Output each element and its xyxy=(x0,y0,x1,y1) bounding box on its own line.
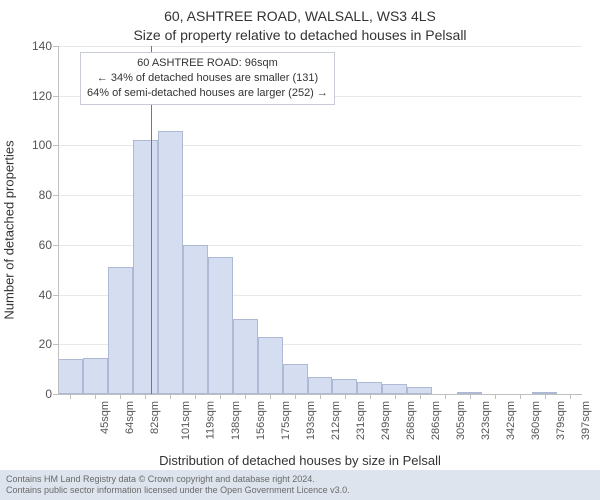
histogram-bar xyxy=(208,257,233,394)
histogram-bar xyxy=(133,140,158,394)
histogram-bar xyxy=(308,377,333,394)
ytick-label: 20 xyxy=(24,337,52,351)
xtick-mark xyxy=(70,394,71,399)
xtick-label: 156sqm xyxy=(255,401,267,440)
xtick-label: 249sqm xyxy=(380,401,392,440)
xtick-mark xyxy=(470,394,471,399)
xtick-label: 379sqm xyxy=(555,401,567,440)
chart-title-line2: Size of property relative to detached ho… xyxy=(0,27,600,43)
xtick-label: 193sqm xyxy=(305,401,317,440)
attribution-line2: Contains public sector information licen… xyxy=(6,485,594,496)
xtick-mark xyxy=(270,394,271,399)
xtick-label: 138sqm xyxy=(230,401,242,440)
chart-title-line1: 60, ASHTREE ROAD, WALSALL, WS3 4LS xyxy=(0,8,600,24)
xtick-mark xyxy=(220,394,221,399)
xtick-mark xyxy=(570,394,571,399)
histogram-bar xyxy=(407,387,432,394)
xtick-mark xyxy=(145,394,146,399)
histogram-bar xyxy=(382,384,407,394)
xtick-label: 64sqm xyxy=(124,401,136,434)
histogram-bar xyxy=(108,267,133,394)
histogram-bar xyxy=(357,382,382,394)
gridline xyxy=(58,46,582,47)
ytick-label: 0 xyxy=(24,387,52,401)
xtick-mark xyxy=(120,394,121,399)
xtick-mark xyxy=(245,394,246,399)
ytick-label: 60 xyxy=(24,238,52,252)
xtick-label: 101sqm xyxy=(180,401,192,440)
xtick-mark xyxy=(495,394,496,399)
histogram-bar xyxy=(233,319,258,394)
histogram-bar xyxy=(58,359,83,394)
xtick-mark xyxy=(420,394,421,399)
xtick-mark xyxy=(445,394,446,399)
xtick-label: 45sqm xyxy=(100,401,112,434)
xtick-mark xyxy=(170,394,171,399)
xtick-label: 231sqm xyxy=(355,401,367,440)
histogram-bar xyxy=(283,364,308,394)
ytick-label: 140 xyxy=(24,39,52,53)
xtick-label: 119sqm xyxy=(205,401,217,439)
xtick-label: 323sqm xyxy=(480,401,492,440)
xtick-label: 286sqm xyxy=(430,401,442,440)
xtick-mark xyxy=(320,394,321,399)
xtick-label: 360sqm xyxy=(530,401,542,440)
chart-container: { "titles": { "line1": "60, ASHTREE ROAD… xyxy=(0,0,600,500)
attribution-line1: Contains HM Land Registry data © Crown c… xyxy=(6,474,594,485)
xtick-label: 342sqm xyxy=(505,401,517,440)
histogram-bar xyxy=(158,131,183,394)
xtick-mark xyxy=(345,394,346,399)
xtick-label: 212sqm xyxy=(330,401,342,440)
histogram-bar xyxy=(183,245,208,394)
xtick-mark xyxy=(295,394,296,399)
ytick-label: 120 xyxy=(24,89,52,103)
xtick-label: 268sqm xyxy=(405,401,417,440)
xtick-mark xyxy=(370,394,371,399)
xtick-mark xyxy=(395,394,396,399)
xtick-mark xyxy=(195,394,196,399)
annotation-line2: ← 34% of detached houses are smaller (13… xyxy=(87,71,328,86)
histogram-bar xyxy=(332,379,357,394)
y-axis-label: Number of detached properties xyxy=(1,140,16,319)
histogram-bar xyxy=(83,358,108,394)
x-axis-label: Distribution of detached houses by size … xyxy=(0,453,600,468)
xtick-mark xyxy=(520,394,521,399)
ytick-label: 40 xyxy=(24,288,52,302)
annotation-line1: 60 ASHTREE ROAD: 96sqm xyxy=(87,56,328,71)
annotation-box: 60 ASHTREE ROAD: 96sqm ← 34% of detached… xyxy=(80,52,335,105)
xtick-label: 305sqm xyxy=(455,401,467,440)
xtick-mark xyxy=(545,394,546,399)
attribution: Contains HM Land Registry data © Crown c… xyxy=(0,470,600,500)
histogram-bar xyxy=(258,337,283,394)
xtick-label: 175sqm xyxy=(280,401,292,440)
ytick-label: 80 xyxy=(24,188,52,202)
y-axis-line xyxy=(58,46,59,394)
xtick-label: 397sqm xyxy=(580,401,592,440)
annotation-line3: 64% of semi-detached houses are larger (… xyxy=(87,86,328,101)
ytick-label: 100 xyxy=(24,138,52,152)
xtick-label: 82sqm xyxy=(149,401,161,434)
xtick-mark xyxy=(95,394,96,399)
